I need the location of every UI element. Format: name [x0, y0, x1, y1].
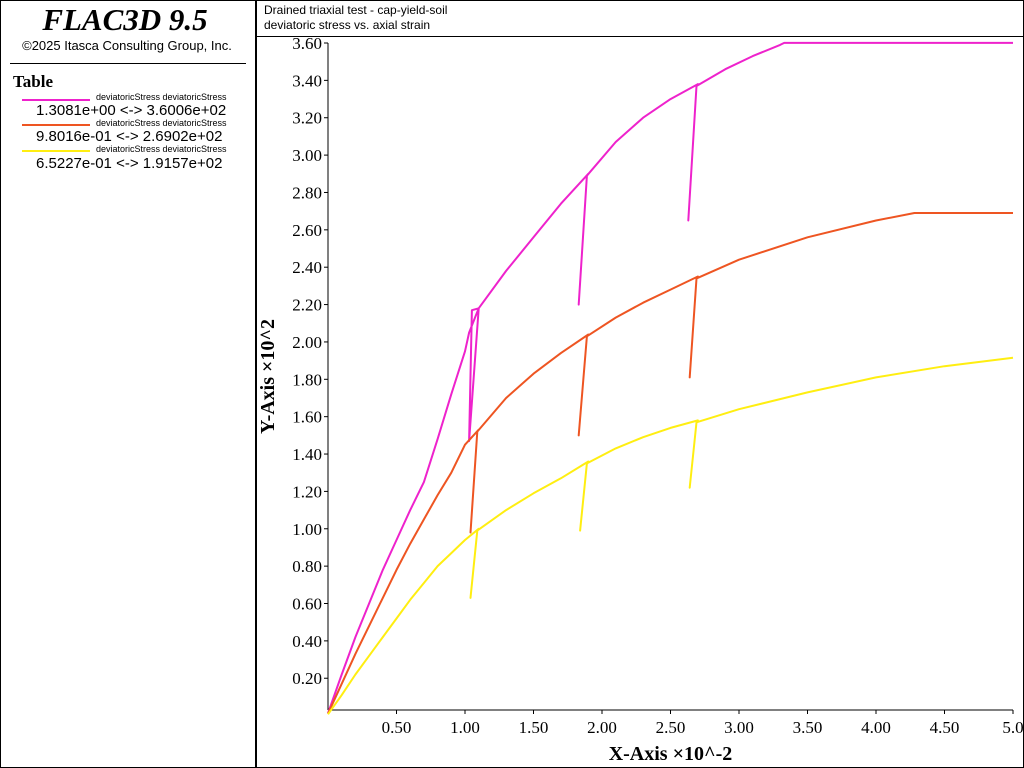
legend-swatch	[22, 99, 90, 101]
x-tick-label: 5.0	[1002, 718, 1023, 737]
x-tick-label: 1.50	[519, 718, 549, 737]
y-tick-label: 1.40	[292, 445, 322, 464]
y-tick-label: 0.40	[292, 632, 322, 651]
header-rule	[257, 36, 1023, 37]
legend-entry-range: 1.3081e+00 <-> 3.6006e+02	[36, 102, 227, 119]
y-tick-label: 2.80	[292, 183, 322, 202]
panel-divider	[255, 0, 257, 768]
x-tick-label: 2.00	[587, 718, 617, 737]
y-tick-label: 0.60	[292, 595, 322, 614]
x-tick-label: 3.00	[724, 718, 754, 737]
y-tick-label: 3.40	[292, 71, 322, 90]
y-axis-label: Y-Axis ×10^2	[257, 319, 279, 434]
y-tick-label: 1.00	[292, 520, 322, 539]
y-tick-label: 3.00	[292, 146, 322, 165]
y-tick-label: 1.60	[292, 408, 322, 427]
plot-title: Drained triaxial test - cap-yield-soil	[264, 3, 448, 17]
plot-subtitle: deviatoric stress vs. axial strain	[264, 18, 431, 32]
series-line	[327, 41, 1013, 714]
x-axis-label: X-Axis ×10^-2	[609, 743, 733, 765]
series-line	[327, 356, 1014, 715]
x-tick-label: 2.50	[656, 718, 686, 737]
x-tick-label: 1.00	[450, 718, 480, 737]
x-tick-label: 4.00	[861, 718, 891, 737]
legend-entry-name: deviatoricStress deviatoricStress	[96, 118, 227, 128]
y-tick-label: 1.20	[292, 482, 322, 501]
y-tick-label: 1.80	[292, 370, 322, 389]
y-tick-label: 2.60	[292, 221, 322, 240]
legend-heading: Table	[13, 72, 54, 91]
y-tick-label: 3.60	[292, 34, 322, 53]
legend-entry-name: deviatoricStress deviatoricStress	[96, 92, 227, 102]
y-tick-label: 0.80	[292, 557, 322, 576]
y-tick-label: 3.20	[292, 109, 322, 128]
y-tick-label: 0.20	[292, 669, 322, 688]
x-tick-label: 0.50	[382, 718, 412, 737]
x-tick-label: 3.50	[793, 718, 823, 737]
legend-entry-range: 6.5227e-01 <-> 1.9157e+02	[36, 155, 223, 172]
y-tick-label: 2.20	[292, 296, 322, 315]
legend-entry-range: 9.8016e-01 <-> 2.6902e+02	[36, 128, 223, 145]
x-tick-label: 4.50	[930, 718, 960, 737]
copyright-text: ©2025 Itasca Consulting Group, Inc.	[22, 38, 232, 53]
y-tick-label: 2.40	[292, 258, 322, 277]
legend-swatch	[22, 124, 90, 126]
legend-entry-name: deviatoricStress deviatoricStress	[96, 144, 227, 154]
y-tick-label: 2.00	[292, 333, 322, 352]
app-title: FLAC3D 9.5	[42, 2, 208, 37]
sidebar-rule	[10, 63, 246, 64]
legend-swatch	[22, 150, 90, 152]
series-line	[327, 212, 1013, 715]
